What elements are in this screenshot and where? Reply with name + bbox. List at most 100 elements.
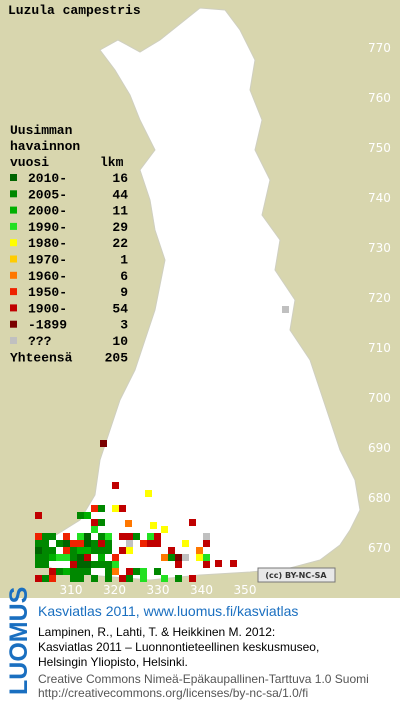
legend-label: 1950-: [28, 285, 67, 300]
occurrence-cell: [196, 554, 203, 561]
occurrence-cell: [77, 533, 84, 540]
legend-label: 1900-: [28, 301, 67, 316]
northing-label: 770: [368, 41, 391, 55]
northing-label: 760: [368, 91, 391, 105]
occurrence-cell: [140, 568, 147, 575]
occurrence-cell: [49, 554, 56, 561]
legend-heading: Uusimman: [10, 123, 73, 138]
occurrence-cell: [125, 520, 132, 527]
license-line: Creative Commons Nimeä-Epäkaupallinen-Ta…: [38, 672, 369, 686]
occurrence-cell: [91, 575, 98, 582]
legend-swatch: [10, 174, 17, 181]
occurrence-cell: [91, 547, 98, 554]
occurrence-cell: [84, 561, 91, 568]
occurrence-cell: [150, 522, 157, 529]
occurrence-cell: [140, 540, 147, 547]
occurrence-cell: [63, 540, 70, 547]
occurrence-cell: [63, 568, 70, 575]
occurrence-cell: [84, 533, 91, 540]
occurrence-cell: [230, 560, 237, 567]
occurrence-cell: [77, 561, 84, 568]
legend-swatch: [10, 271, 17, 279]
occurrence-cell: [196, 547, 203, 554]
occurrence-cell: [42, 561, 49, 568]
occurrence-cell: [77, 554, 84, 561]
occurrence-cell: [203, 540, 210, 547]
occurrence-cell: [63, 533, 70, 540]
occurrence-cell: [119, 505, 126, 512]
occurrence-cell: [56, 568, 63, 575]
occurrence-cell: [91, 519, 98, 526]
occurrence-cell: [112, 568, 119, 575]
citation-line: Helsingin Yliopisto, Helsinki.: [38, 655, 188, 669]
legend-count: 16: [112, 171, 128, 186]
occurrence-cell: [119, 533, 126, 540]
occurrence-cell: [98, 505, 105, 512]
occurrence-cell: [35, 540, 42, 547]
occurrence-cell: [126, 575, 133, 582]
occurrence-cell: [77, 547, 84, 554]
occurrence-cell: [35, 575, 42, 582]
occurrence-cell: [49, 533, 56, 540]
legend-count: 44: [112, 187, 128, 202]
legend-total-label: Yhteensä: [10, 350, 73, 365]
legend-count: 29: [112, 220, 128, 235]
easting-label: 330: [147, 583, 170, 597]
occurrence-cell: [189, 575, 196, 582]
northing-label: 750: [368, 141, 391, 155]
occurrence-cell: [133, 568, 140, 575]
footer: Lampinen, R., Lahti, T. & Heikkinen M. 2…: [38, 625, 369, 700]
legend-count: 6: [120, 269, 128, 284]
occurrence-cell: [42, 533, 49, 540]
legend-count: 10: [112, 334, 128, 349]
atlas-link[interactable]: Kasviatlas 2011, www.luomus.fi/kasviatla…: [38, 603, 298, 619]
legend-swatch: [10, 337, 17, 344]
luomus-logo: LUOMUS: [5, 587, 33, 695]
badge-box: [257, 567, 336, 583]
legend-label: 1960-: [28, 269, 67, 284]
occurrence-cell: [105, 568, 112, 575]
occurrence-cell: [91, 526, 98, 533]
occurrence-cell: [84, 547, 91, 554]
occurrence-cell: [105, 533, 112, 540]
occurrence-cell: [175, 554, 182, 561]
occurrence-cell: [154, 568, 161, 575]
legend-count: 54: [112, 301, 128, 316]
legend-heading: havainnon: [10, 139, 80, 154]
occurrence-cell: [35, 547, 42, 554]
occurrence-cell: [119, 547, 126, 554]
license-line: http://creativecommons.org/licenses/by-n…: [38, 686, 308, 700]
legend-count: 3: [120, 318, 128, 333]
legend-swatch: [10, 190, 17, 198]
northing-label: 680: [368, 491, 391, 505]
occurrence-cell: [77, 540, 84, 547]
occurrence-cell: [203, 561, 210, 568]
occurrence-cell: [35, 512, 42, 519]
northing-label: 670: [368, 541, 391, 555]
occurrence-cell: [105, 540, 112, 547]
easting-label: 340: [190, 583, 213, 597]
occurrence-cell: [98, 561, 105, 568]
legend-swatch: [10, 206, 17, 214]
occurrence-cell: [70, 547, 77, 554]
occurrence-cell: [112, 554, 119, 561]
occurrence-cell: [77, 512, 84, 519]
occurrence-cell: [168, 554, 175, 561]
occurrence-cell: [105, 575, 112, 582]
occurrence-cell: [145, 490, 152, 497]
occurrence-cell: [42, 540, 49, 547]
occurrence-cell: [49, 575, 56, 582]
legend-label: ???: [28, 334, 52, 349]
occurrence-cell: [63, 554, 70, 561]
northing-label: 690: [368, 441, 391, 455]
easting-label: 320: [103, 583, 126, 597]
legend-heading: vuosi: [10, 155, 49, 170]
legend-swatch: [10, 320, 17, 328]
occurrence-cells: [35, 306, 289, 582]
occurrence-cell: [98, 554, 105, 561]
occurrence-cell: [189, 519, 196, 526]
occurrence-cell: [215, 560, 222, 567]
